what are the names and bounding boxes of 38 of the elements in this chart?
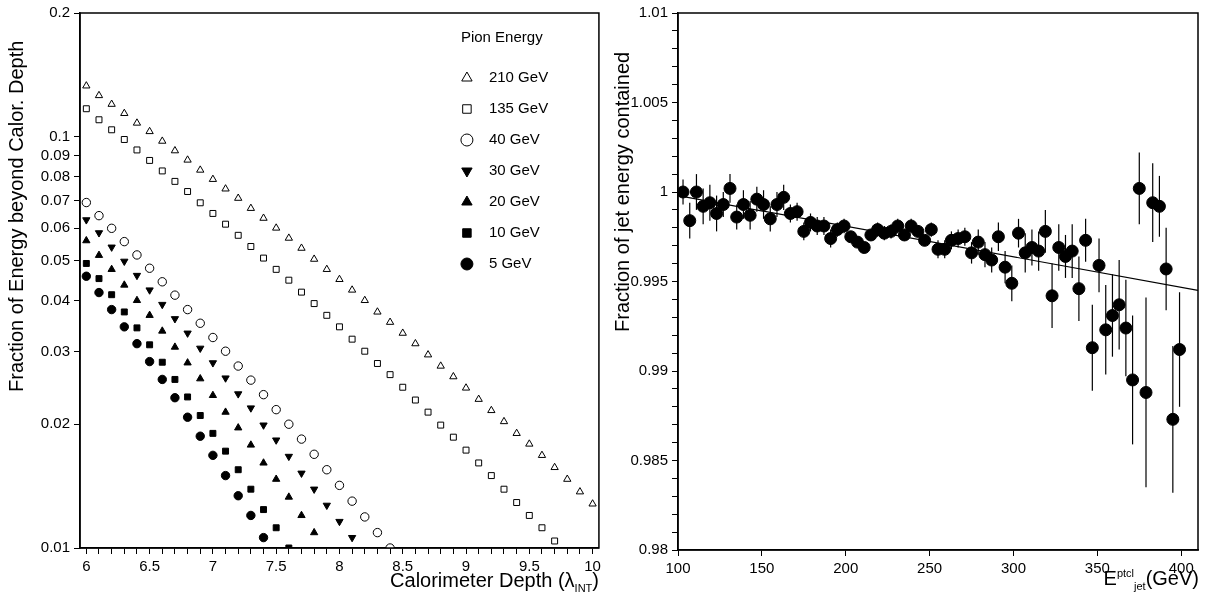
y-tick-label: 1.005 <box>630 92 668 110</box>
y-tick-label: 0.1 <box>49 126 70 144</box>
y-tick-label: 0.05 <box>40 250 70 268</box>
y-tick-label: 0.985 <box>630 450 668 468</box>
legend-label: 20 GeV <box>488 192 540 210</box>
legend-label: 30 GeV <box>488 161 540 179</box>
legend-label: 210 GeV <box>488 68 549 86</box>
y-tick-label: 0.06 <box>40 218 70 236</box>
x-tick-label: 6.5 <box>139 557 161 575</box>
x-tick-label: 100 <box>665 559 691 577</box>
y-tick-label: 0.01 <box>40 538 70 556</box>
x-tick-label: 9 <box>461 557 471 575</box>
y-tick-label: 0.98 <box>638 540 668 558</box>
x-tick-label: 300 <box>1000 559 1026 577</box>
legend-title: Pion Energy <box>460 28 544 46</box>
y-tick-label: 0.08 <box>40 166 70 184</box>
y-axis-title: Fraction of Energy beyond Calor. Depth <box>5 40 27 392</box>
x-tick-label: 250 <box>917 559 943 577</box>
x-tick-label: 150 <box>749 559 775 577</box>
y-tick-label: 0.09 <box>40 145 70 163</box>
y-tick-label: 0.02 <box>40 414 70 432</box>
legend-label: 5 GeV <box>488 254 532 272</box>
legend-label: 135 GeV <box>488 99 549 117</box>
x-tick-label: 6 <box>82 557 91 575</box>
x-tick-label: 8 <box>335 557 344 575</box>
y-tick-label: 0.03 <box>40 341 70 359</box>
x-tick-label: 7 <box>208 557 218 575</box>
y-tick-label: 0.995 <box>630 271 668 289</box>
y-tick-label: 1 <box>659 182 668 200</box>
x-tick-label: 7.5 <box>265 557 287 575</box>
y-tick-label: 0.04 <box>40 290 70 308</box>
y-tick-label: 0.99 <box>638 361 668 379</box>
y-tick-label: 0.07 <box>40 190 70 208</box>
x-tick-label: 200 <box>833 559 859 577</box>
legend-label: 40 GeV <box>488 130 540 148</box>
legend-label: 10 GeV <box>488 223 540 241</box>
y-tick-label: 1.01 <box>638 3 668 21</box>
y-tick-label: 0.2 <box>49 3 70 21</box>
